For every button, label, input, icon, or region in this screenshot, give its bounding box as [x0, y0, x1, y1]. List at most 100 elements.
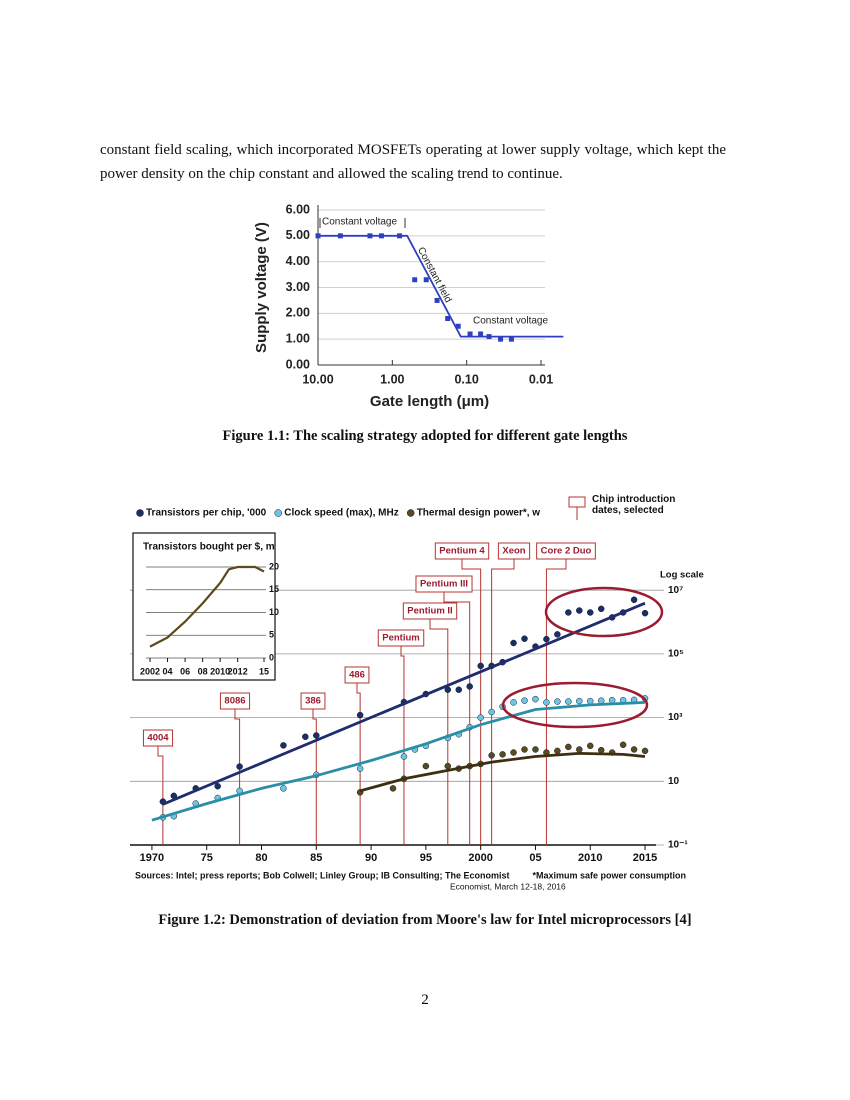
data-point: [455, 323, 461, 329]
inset-title: Transistors bought per $, m: [143, 542, 275, 553]
legend-marker: [406, 509, 415, 517]
data-point: [236, 763, 243, 770]
x-tick-label: 80: [255, 852, 267, 864]
x-tick-label: 2010: [210, 666, 230, 676]
data-point: [597, 746, 605, 754]
highlight-ellipse: [501, 681, 649, 729]
page-number: 2: [421, 992, 429, 1008]
chip-date-line: [429, 619, 449, 845]
data-point: [508, 336, 514, 342]
data-point: [532, 746, 539, 753]
annotation-bracket: [319, 218, 406, 228]
data-point: [214, 782, 221, 790]
data-point: [423, 277, 429, 283]
data-point: [477, 714, 484, 721]
y-tick-label: 6.00: [286, 202, 310, 216]
x-tick-label: 2012: [228, 666, 248, 676]
data-point: [521, 697, 528, 704]
data-point: [510, 699, 517, 706]
data-point: [422, 762, 430, 770]
x-tick-label: 85: [310, 852, 322, 864]
x-tick-label: 1970: [140, 852, 164, 864]
legend-chip-icon: [568, 496, 586, 520]
paragraph: constant field scaling, which incorporat…: [100, 142, 726, 182]
chip-label: Xeon: [502, 546, 525, 557]
data-point: [554, 631, 561, 638]
data-point: [313, 732, 320, 739]
footnote: *Maximum safe power consumption: [532, 870, 686, 880]
highlight-ellipse: [544, 586, 664, 638]
data-point: [619, 741, 627, 749]
trend-line: [151, 701, 646, 822]
data-point: [510, 749, 517, 756]
x-tick-label: 10.00: [302, 372, 333, 386]
x-tick-label: 2002: [140, 666, 160, 676]
x-tick-label: 0.10: [454, 372, 478, 386]
data-point: [630, 746, 638, 753]
x-tick-label: 04: [163, 666, 173, 676]
data-point: [565, 609, 572, 616]
data-point: [400, 753, 408, 760]
chip-label: Pentium III: [420, 579, 468, 590]
data-point: [554, 698, 561, 705]
x-tick-label: 90: [365, 852, 377, 864]
y-tick-label: 10⁵: [668, 649, 684, 660]
data-point: [498, 336, 504, 342]
legend-label: Chip introduction dates, selected: [592, 494, 676, 516]
data-point: [478, 331, 484, 337]
legend-label: Thermal design power*, w: [417, 508, 541, 519]
data-point: [576, 607, 583, 614]
y-tick-label: 10⁷: [668, 585, 683, 596]
y-axis-label: Supply voltage (V): [253, 222, 270, 353]
trend-line: [162, 601, 646, 806]
x-tick-label: 75: [201, 852, 213, 864]
chip-date-line: [157, 746, 164, 845]
data-point: [445, 316, 451, 321]
figure-caption: Figure 1.2: Demonstration of deviation f…: [158, 912, 692, 928]
data-point: [455, 686, 462, 693]
data-point: [608, 697, 616, 704]
data-point: [543, 635, 550, 643]
source: Sources: Intel; press reports; Bob Colwe…: [135, 870, 510, 880]
data-point: [302, 733, 309, 741]
chip-label: Pentium 4: [439, 546, 485, 557]
chip-date-line: [234, 709, 241, 845]
x-tick-label: 1.00: [380, 372, 404, 386]
trend-line: [318, 234, 564, 338]
data-point: [466, 683, 473, 690]
data-point: [630, 596, 638, 604]
x-tick-label: 06: [180, 666, 190, 676]
chip-label: 386: [305, 696, 321, 707]
x-tick-label: 0.01: [529, 372, 553, 386]
y-tick-label: 3.00: [286, 280, 310, 294]
data-point: [554, 747, 561, 755]
data-point: [521, 746, 528, 753]
data-point: [434, 297, 440, 303]
legend-label: Transistors per chip, '000: [146, 508, 267, 519]
chip-label: 4004: [147, 733, 169, 744]
data-point: [510, 639, 517, 647]
data-point: [597, 605, 605, 613]
data-point: [467, 331, 473, 337]
y-tick-label: 20: [269, 561, 279, 571]
y-tick-label: 10: [269, 607, 279, 617]
data-point: [280, 742, 287, 749]
chip-date-line: [443, 592, 471, 845]
legend-marker: [274, 509, 282, 517]
data-point: [587, 609, 594, 616]
chip-date-line: [312, 709, 317, 845]
trend-line: [359, 752, 646, 793]
data-point: [587, 742, 594, 750]
y-tick-label: 10: [668, 776, 680, 787]
data-point: [587, 697, 594, 705]
chip-date-line: [461, 559, 482, 845]
x-tick-label: 05: [529, 852, 541, 864]
y-tick-label: 10⁻¹: [668, 840, 688, 851]
y-tick-label: 4.00: [286, 254, 310, 268]
y-tick-label: 5: [269, 630, 274, 640]
trend-line: [149, 565, 265, 648]
data-point: [521, 635, 528, 642]
y-tick-label: 10³: [668, 712, 683, 723]
scale-note: Log scale: [660, 570, 704, 581]
